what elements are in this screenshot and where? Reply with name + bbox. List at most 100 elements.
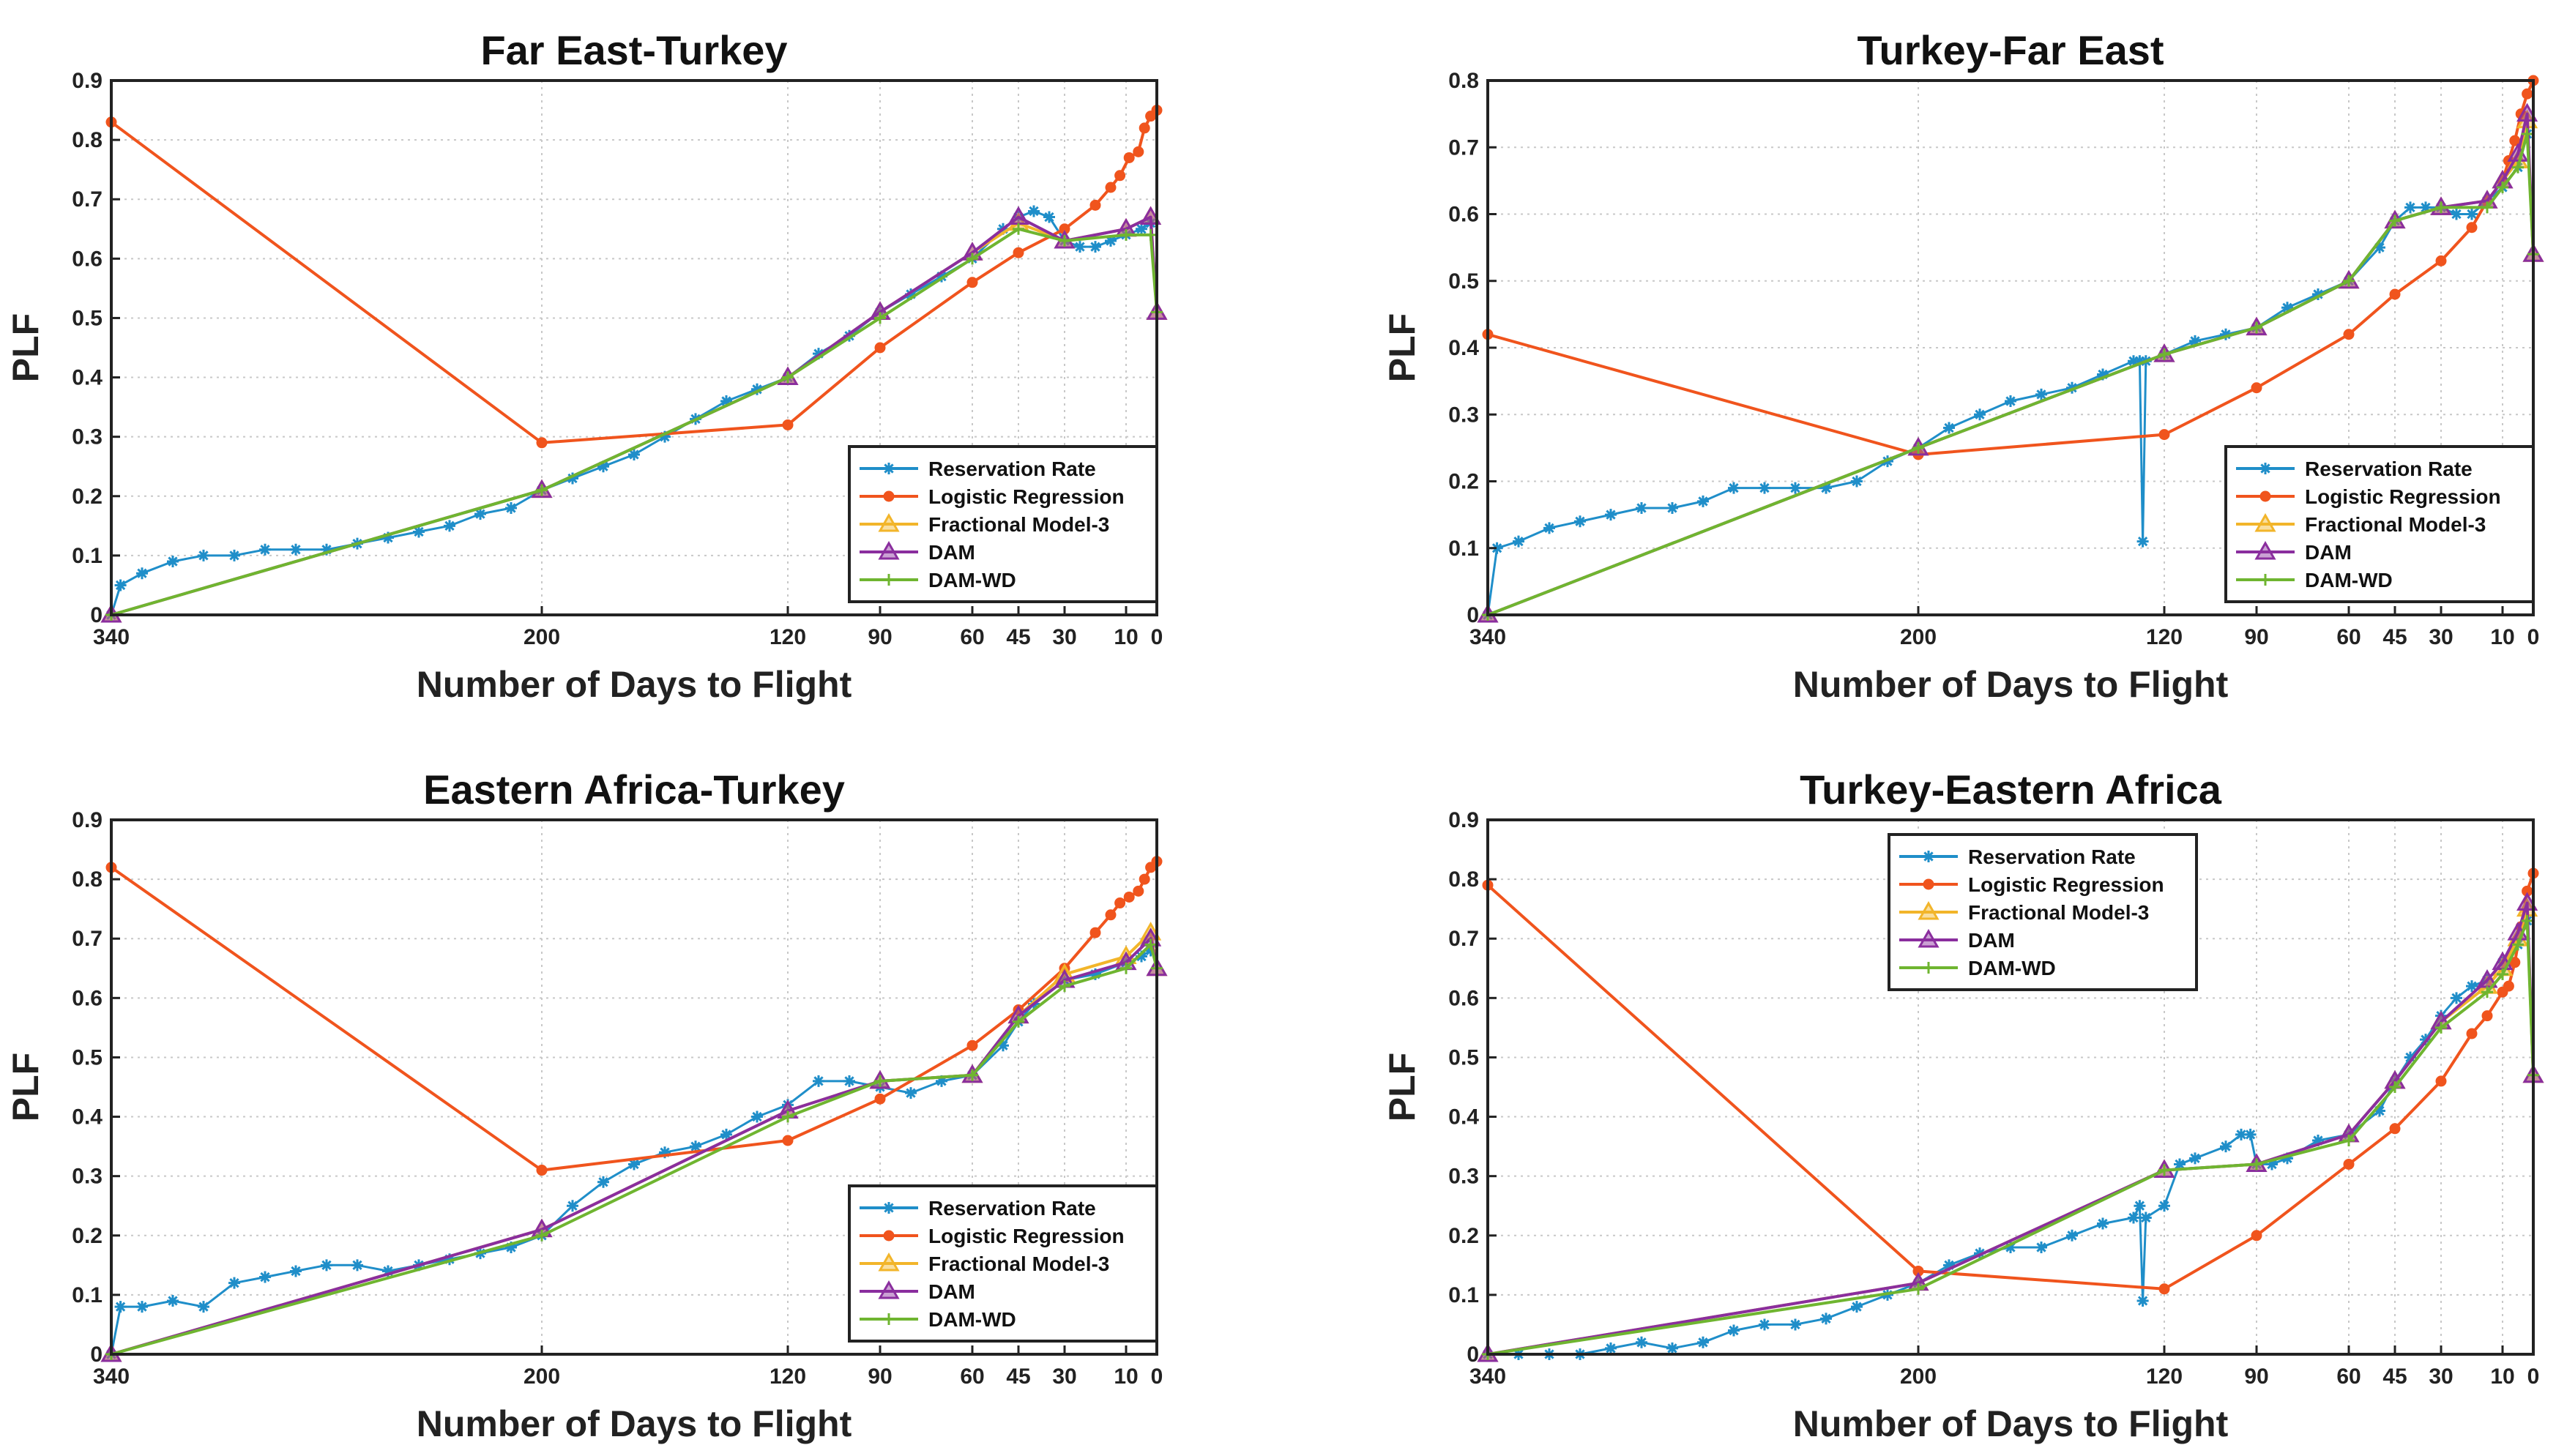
data-point <box>2035 388 2047 400</box>
chart-panel-4: 340 200 120 90 60 45 30 10 0 0 0.1 0.2 0.3 0.4 0.5 0.6 0… <box>1382 766 2544 1444</box>
x-tick-label: 0 <box>1151 625 1163 649</box>
data-point <box>2005 1242 2016 1253</box>
data-point <box>2389 288 2401 300</box>
data-point <box>1789 482 1801 494</box>
data-point <box>2435 1009 2447 1022</box>
data-point <box>720 1128 732 1140</box>
y-tick-label: 0.4 <box>72 366 103 390</box>
data-point <box>2343 1135 2355 1146</box>
legend-marker <box>878 1280 900 1299</box>
data-point <box>228 1277 240 1289</box>
legend-label: DAM-WD <box>928 569 1016 591</box>
data-point <box>597 460 609 473</box>
data-point <box>290 543 302 556</box>
data-point <box>1912 441 1924 454</box>
data-point <box>2521 128 2533 140</box>
y-tick-label: 0 <box>90 603 103 627</box>
legend: Reservation Rate Logistic Regression Fract… <box>848 445 1158 603</box>
legend-label: Fractional Model-3 <box>928 1252 1109 1275</box>
data-point <box>1728 1324 1740 1337</box>
y-tick-label: 0.6 <box>1448 986 1479 1010</box>
data-point <box>2389 214 2401 227</box>
y-axis-label: PLF <box>5 1053 46 1121</box>
data-point <box>1139 122 1150 134</box>
data-point <box>659 1146 671 1159</box>
legend-marker <box>2259 574 2271 586</box>
data-point <box>2389 1123 2401 1135</box>
data-point <box>2128 355 2139 367</box>
y-tick-label: 0.3 <box>1448 403 1479 427</box>
y-tick-label: 0.9 <box>72 808 103 832</box>
series-line <box>111 937 1158 1356</box>
x-tick-label: 200 <box>524 625 560 649</box>
data-point <box>198 549 209 561</box>
legend-marker <box>2254 540 2276 560</box>
y-tick-label: 0.9 <box>72 69 103 93</box>
data-point <box>2005 395 2016 407</box>
legend-marker <box>883 463 895 474</box>
data-point <box>1789 1318 1801 1331</box>
data-point <box>1105 235 1117 247</box>
y-tick-label: 0.5 <box>72 1045 103 1069</box>
data-point <box>874 342 886 354</box>
x-tick-label: 120 <box>770 1364 806 1389</box>
data-point <box>1144 944 1157 957</box>
data-point <box>1666 502 1678 514</box>
data-point <box>1105 909 1117 921</box>
x-tick-label: 10 <box>1114 625 1138 649</box>
y-axis-label: PLF <box>1382 1053 1423 1121</box>
x-axis-label: Number of Days to Flight <box>417 664 852 705</box>
data-point <box>874 312 886 324</box>
data-point <box>2097 368 2109 381</box>
legend-marker <box>883 490 895 502</box>
y-tick-label: 0.8 <box>72 867 103 892</box>
data-point <box>2512 938 2524 951</box>
data-point <box>536 484 548 496</box>
legend-marker <box>1923 851 1934 862</box>
y-tick-label: 0.7 <box>72 187 103 212</box>
y-tick-label: 0.3 <box>72 425 103 449</box>
y-tick-label: 0.4 <box>72 1105 103 1130</box>
data-point <box>259 543 271 556</box>
data-point <box>114 579 127 591</box>
data-point <box>2420 201 2432 214</box>
data-point <box>567 472 578 485</box>
y-tick-label: 0.4 <box>1448 1105 1479 1130</box>
data-point <box>1133 146 1144 157</box>
y-tick-label: 0.6 <box>72 986 103 1010</box>
x-tick-label: 60 <box>960 625 984 649</box>
legend-label: Logistic Regression <box>928 1225 1125 1247</box>
data-point <box>351 1259 363 1272</box>
legend-label: DAM <box>928 1280 975 1303</box>
x-tick-label: 90 <box>868 1364 892 1389</box>
data-point <box>567 1200 578 1212</box>
data-point <box>751 1110 763 1123</box>
legend-marker <box>1918 900 1940 920</box>
y-tick-label: 0.2 <box>72 485 103 509</box>
data-point <box>1820 1313 1832 1325</box>
data-point <box>966 253 978 265</box>
data-point <box>1974 408 1986 421</box>
y-tick-label: 0.8 <box>1448 69 1479 93</box>
chart-title: Turkey-Eastern Africa <box>1800 766 2222 813</box>
x-tick-label: 60 <box>2336 1364 2361 1389</box>
x-tick-label: 90 <box>2244 625 2268 649</box>
axes-frame <box>110 818 1158 1356</box>
data-point <box>2134 355 2146 367</box>
data-point <box>1605 1342 1617 1354</box>
data-point <box>2066 1229 2078 1242</box>
data-point <box>1136 223 1147 235</box>
series-line <box>111 943 1158 1356</box>
data-point <box>1120 962 1132 974</box>
data-point <box>1144 938 1157 951</box>
x-tick-label: 200 <box>1900 625 1937 649</box>
y-tick-label: 0.3 <box>1448 1165 1479 1189</box>
data-point <box>1759 482 1770 494</box>
data-point <box>505 502 517 514</box>
data-point <box>690 1140 701 1153</box>
data-point <box>813 1075 824 1087</box>
y-tick-label: 0.7 <box>72 927 103 951</box>
legend-marker <box>1923 878 1934 890</box>
data-point <box>2522 88 2533 100</box>
x-tick-label: 10 <box>2490 1364 2514 1389</box>
